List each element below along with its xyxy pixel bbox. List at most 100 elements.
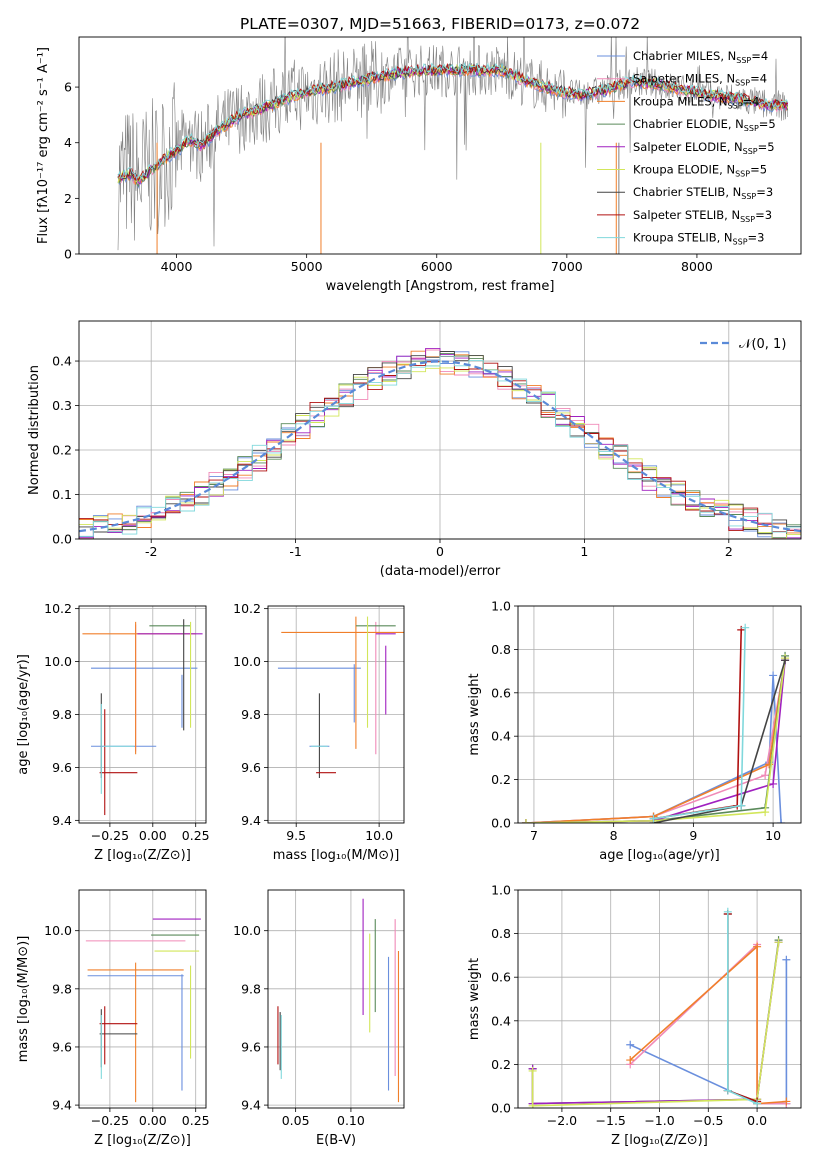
axes-frame — [78, 889, 207, 1109]
x-tick-label: 6000 — [421, 259, 453, 274]
x-tick-label: −1.0 — [644, 1113, 674, 1128]
weight-marker-salpeter_stelib — [737, 625, 746, 634]
y-axis-label: age [log₁₀(age/yr)] — [16, 654, 31, 775]
legend-label-kroupa_stelib: Kroupa STELIB, NSSP=3 — [633, 231, 764, 247]
weight-marker-salpeter_miles — [761, 771, 770, 780]
x-axis-label: mass [log₁₀(M/M⊙)] — [273, 848, 400, 863]
y-tick-label: 4 — [64, 135, 72, 150]
y-tick-label: 0.0 — [52, 532, 72, 547]
y-tick-label: 9.8 — [241, 707, 261, 722]
x-tick-label: 0 — [436, 544, 444, 559]
y-tick-label: 2 — [64, 191, 72, 206]
age_vs_mass-plot-area — [277, 616, 404, 779]
weight-marker-kroupa_elodie — [774, 938, 783, 947]
y-tick-label: 1.0 — [491, 883, 511, 898]
x-tick-label: -2 — [145, 544, 157, 559]
y-tick-label: 9.8 — [52, 981, 72, 996]
x-tick-label: 0.05 — [282, 1113, 310, 1128]
y-tick-label: 0 — [64, 247, 72, 262]
x-tick-label: 8 — [610, 828, 618, 843]
y-tick-label: 10.0 — [233, 923, 261, 938]
axes-frame — [267, 605, 405, 824]
x-tick-label: −2.0 — [547, 1113, 577, 1128]
y-tick-label: 0.4 — [491, 1013, 511, 1028]
y-tick-label: 0.2 — [491, 772, 511, 787]
x-tick-label: 7000 — [551, 259, 583, 274]
weight-marker-chabrier_miles — [782, 955, 791, 964]
weight-marker-kroupa_miles — [782, 1097, 791, 1106]
weight-line-salpeter_elodie — [525, 660, 786, 823]
y-tick-label: 10.0 — [44, 654, 72, 669]
y-tick-label: 9.6 — [52, 1039, 72, 1054]
age_vs_mass-panel: 9.5 10.0 9.4 9.6 9.8 10.0 10.2 mass [log₁₀(M/M⊙… — [233, 601, 405, 863]
y-tick-label: 0.3 — [52, 398, 72, 413]
x-tick-label: 0.25 — [182, 1113, 210, 1128]
legend-label-kroupa_elodie: Kroupa ELODIE, NSSP=5 — [633, 163, 767, 179]
age_vs_Z-plot-area — [82, 619, 203, 816]
weight-line-kroupa_stelib — [727, 911, 758, 1105]
x-tick-label: 0.25 — [182, 828, 210, 843]
legend-label-chabrier_miles: Chabrier MILES, NSSP=4 — [633, 49, 768, 65]
legend-label-salpeter_stelib: Salpeter STELIB, NSSP=3 — [633, 208, 772, 224]
y-tick-label: 10.2 — [233, 601, 261, 616]
weight-marker-kroupa_elodie — [521, 819, 530, 823]
y-tick-label: 10.2 — [44, 601, 72, 616]
weight-marker-kroupa_stelib — [723, 907, 732, 916]
weight-line-salpeter_miles — [525, 660, 786, 823]
y-tick-label: 0.2 — [491, 1057, 511, 1072]
x-tick-label: 0.00 — [139, 1113, 167, 1128]
weight-marker-kroupa_stelib — [753, 1099, 762, 1108]
y-tick-label: 0.0 — [491, 1101, 511, 1116]
y-tick-label: 9.4 — [52, 1098, 72, 1113]
age_vs_Z-panel: −0.25 0.00 0.25 9.4 9.6 9.8 10.0 10.2 Z [log₁₀(Z… — [16, 601, 210, 863]
weight-line-salpeter_elodie — [531, 942, 780, 1105]
x-tick-label: 1 — [580, 544, 588, 559]
weight_vs_Z-plot-area — [528, 907, 791, 1108]
model-spectrum-chabrier_stelib — [117, 63, 789, 182]
weight-marker-kroupa_elodie — [528, 1101, 537, 1108]
residual-histogram-kroupa_stelib — [79, 355, 801, 537]
y-axis-label: Normed distribution — [27, 365, 42, 495]
weight-marker-kroupa_miles — [753, 942, 762, 951]
weight-line-kroupa_stelib — [653, 627, 746, 820]
y-tick-label: 0.8 — [491, 642, 511, 657]
x-tick-label: 8000 — [681, 259, 713, 274]
y-tick-label: 0.6 — [491, 685, 511, 700]
x-tick-label: 10.0 — [365, 828, 393, 843]
y-axis-label: mass weight — [467, 673, 482, 755]
y-tick-label: 0.4 — [52, 354, 72, 369]
y-tick-label: 9.8 — [52, 707, 72, 722]
weight-marker-kroupa_elodie — [528, 1066, 537, 1075]
y-tick-label: 9.4 — [241, 813, 261, 828]
y-tick-label: 0.8 — [491, 926, 511, 941]
y-tick-label: 0.1 — [52, 487, 72, 502]
weight_vs_age-plot-area — [521, 623, 790, 823]
figure-title: PLATE=0307, MJD=51663, FIBERID=0173, z=0… — [240, 15, 640, 33]
weight-line-salpeter_stelib — [653, 629, 742, 820]
weight-line-chabrier_elodie — [525, 655, 786, 823]
y-tick-label: 9.6 — [241, 760, 261, 775]
x-axis-label: Z [log₁₀(Z/Z⊙)] — [94, 848, 191, 863]
x-tick-label: −0.5 — [693, 1113, 723, 1128]
legend-label-chabrier_elodie: Chabrier ELODIE, NSSP=5 — [633, 117, 776, 133]
axes-frame — [267, 889, 405, 1109]
mass_vs_ebv-plot-area — [277, 898, 400, 1103]
spectrum-legend: Chabrier MILES, NSSP=4 Salpeter MILES, NS… — [597, 49, 776, 247]
weight-line-salpeter_stelib — [727, 914, 758, 1103]
residuals-panel: -2 -1 0 1 2 0.0 0.1 0.2 0.3 0.4 (data-model)/error… — [27, 320, 802, 579]
y-tick-label: 9.6 — [52, 760, 72, 775]
observed-spectrum-line — [117, 37, 788, 251]
weight-marker-kroupa_elodie — [761, 808, 770, 817]
weight_vs_age-panel: 7 8 9 10 0.0 0.2 0.4 0.6 0.8 1.0 age [log₁₀(age/yr… — [467, 599, 802, 863]
y-axis-label: mass weight — [467, 958, 482, 1040]
spectrum-panel: 4000 5000 6000 7000 8000 0 2 4 6 wavelength [Angs… — [36, 36, 802, 294]
x-axis-label: E(B-V) — [316, 1133, 356, 1148]
mass_vs_ebv-panel: 0.05 0.10 9.4 9.6 9.8 10.0 E(B-V) — [233, 889, 405, 1148]
legend-label-salpeter_elodie: Salpeter ELODIE, NSSP=5 — [633, 140, 775, 156]
y-tick-label: 10.0 — [233, 654, 261, 669]
weight-line-chabrier_elodie — [531, 939, 780, 1105]
y-tick-label: 9.6 — [241, 1039, 261, 1054]
y-tick-label: 6 — [64, 80, 72, 95]
y-tick-label: 9.4 — [241, 1098, 261, 1113]
